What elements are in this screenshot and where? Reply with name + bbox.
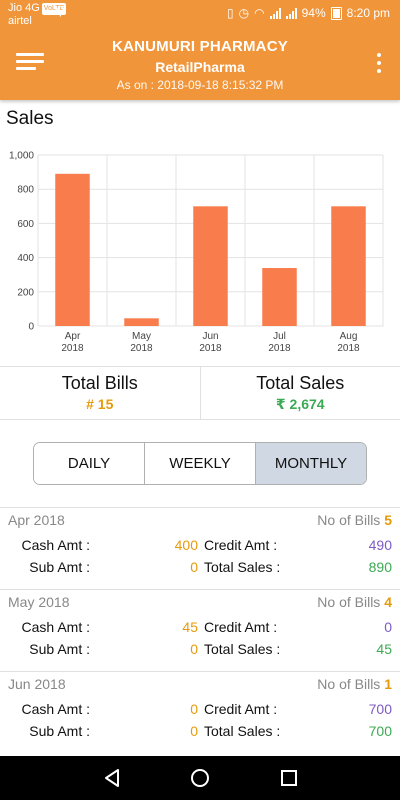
back-icon[interactable] — [100, 766, 124, 790]
cash-credit-row: Cash Amt : 400 Credit Amt : 490 — [0, 537, 400, 557]
total-sales-row-value: 890 — [368, 559, 392, 575]
section-title: Sales — [6, 108, 54, 129]
period-name: Apr 2018 — [8, 512, 65, 528]
menu-icon[interactable] — [16, 50, 44, 72]
signal-2-icon — [285, 7, 297, 19]
total-sales-label: Total Sales — [256, 373, 345, 393]
home-icon[interactable] — [188, 766, 212, 790]
sub-amt-label: Sub Amt : — [29, 641, 90, 657]
volte-badge: VoLTE — [41, 3, 67, 15]
tab-weekly[interactable]: WEEKLY — [144, 443, 255, 484]
x-tick-label: Aug — [340, 331, 358, 342]
carrier-2: airtel — [8, 15, 32, 27]
clock: 8:20 pm — [346, 6, 390, 20]
tab-daily[interactable]: DAILY — [34, 443, 144, 484]
battery-icon — [330, 6, 342, 20]
credit-amt-value: 490 — [368, 537, 392, 553]
total-sales-row-value: 45 — [376, 641, 392, 657]
as-on-timestamp: As on : 2018-09-18 8:15:32 PM — [116, 78, 284, 92]
bar[interactable] — [55, 173, 90, 326]
credit-amt-value: 0 — [384, 619, 392, 635]
bills-count: No of Bills 4 — [317, 594, 392, 610]
tab-monthly[interactable]: MONTHLY — [255, 443, 366, 484]
x-tick-label: May — [132, 331, 151, 342]
sub-amt-value: 0 — [190, 559, 198, 575]
credit-amt-label: Credit Amt : — [204, 537, 278, 553]
battery-percent: 94% — [301, 6, 326, 20]
period-tabs: DAILY WEEKLY MONTHLY — [33, 442, 367, 485]
total-bills-value: # 15 — [86, 396, 114, 412]
wifi-icon: ◠ — [254, 6, 265, 20]
cash-amt-label: Cash Amt : — [21, 537, 90, 553]
usb-icon: ⚲ — [56, 4, 65, 18]
cash-amt-value: 400 — [174, 537, 198, 553]
x-tick-label: 2018 — [268, 343, 291, 354]
credit-amt-label: Credit Amt : — [204, 619, 278, 635]
list-item[interactable]: Apr 2018 No of Bills 5 Cash Amt : 400 Cr… — [0, 507, 400, 589]
sub-amt-value: 0 — [190, 641, 198, 657]
y-tick-label: 600 — [17, 219, 34, 230]
credit-amt-value: 700 — [368, 701, 392, 717]
bar[interactable] — [124, 318, 159, 326]
cash-amt-label: Cash Amt : — [21, 619, 90, 635]
total-bills-card: Total Bills # 15 — [0, 367, 200, 419]
cash-credit-row: Cash Amt : 0 Credit Amt : 700 — [0, 701, 400, 721]
total-bills-label: Total Bills — [61, 373, 138, 393]
totals-summary: Total Bills # 15 Total Sales ₹ 2,674 — [0, 366, 400, 420]
total-sales-row-label: Total Sales : — [204, 641, 281, 657]
period-name: Jun 2018 — [8, 676, 66, 692]
carrier-info: Jio 4G VoLTE airtel — [8, 2, 67, 27]
total-sales-card: Total Sales ₹ 2,674 — [199, 367, 400, 419]
store-name: KANUMURI PHARMACY — [112, 38, 288, 55]
bills-count: No of Bills 5 — [317, 512, 392, 528]
sub-amt-label: Sub Amt : — [29, 723, 90, 739]
carrier-1: Jio 4G — [8, 2, 40, 14]
bar[interactable] — [193, 206, 228, 326]
signal-1-icon — [269, 7, 281, 19]
credit-amt-label: Credit Amt : — [204, 701, 278, 717]
x-tick-label: 2018 — [61, 343, 84, 354]
status-right: ▯ ◷ ◠ 94% 8:20 pm — [227, 6, 390, 20]
sub-total-row: Sub Amt : 0 Total Sales : 890 — [0, 559, 400, 579]
system-nav-bar — [0, 756, 400, 800]
status-bar: Jio 4G VoLTE airtel ⚲ ▯ ◷ ◠ 94% 8:20 pm — [0, 0, 400, 28]
bar[interactable] — [331, 206, 366, 326]
more-options-icon[interactable] — [376, 52, 382, 74]
list-item[interactable]: Jun 2018 No of Bills 1 Cash Amt : 0 Cred… — [0, 671, 400, 756]
vibrate-icon: ▯ — [227, 6, 234, 20]
x-tick-label: 2018 — [130, 343, 153, 354]
y-tick-label: 1,000 — [9, 151, 34, 162]
bills-count: No of Bills 1 — [317, 676, 392, 692]
total-sales-value: ₹ 2,674 — [275, 396, 325, 412]
cash-credit-row: Cash Amt : 45 Credit Amt : 0 — [0, 619, 400, 639]
x-tick-label: 2018 — [337, 343, 360, 354]
alarm-icon: ◷ — [238, 6, 250, 20]
app-title-block: KANUMURI PHARMACY RetailPharma As on : 2… — [60, 38, 340, 92]
recent-apps-icon[interactable] — [277, 766, 301, 790]
y-tick-label: 800 — [17, 185, 34, 196]
period-name: May 2018 — [8, 594, 70, 610]
list-item[interactable]: May 2018 No of Bills 4 Cash Amt : 45 Cre… — [0, 589, 400, 671]
app-bar: KANUMURI PHARMACY RetailPharma As on : 2… — [0, 28, 400, 100]
sub-amt-value: 0 — [190, 723, 198, 739]
total-sales-row-label: Total Sales : — [204, 559, 281, 575]
total-sales-row-label: Total Sales : — [204, 723, 281, 739]
cash-amt-value: 0 — [190, 701, 198, 717]
sub-total-row: Sub Amt : 0 Total Sales : 700 — [0, 723, 400, 743]
x-tick-label: Apr — [65, 331, 81, 342]
sub-total-row: Sub Amt : 0 Total Sales : 45 — [0, 641, 400, 661]
y-tick-label: 200 — [17, 287, 34, 298]
branch-name: RetailPharma — [155, 59, 245, 75]
sales-bar-chart: 02004006008001,000Apr2018May2018Jun2018J… — [9, 151, 384, 354]
cash-amt-value: 45 — [182, 619, 198, 635]
cash-amt-label: Cash Amt : — [21, 701, 90, 717]
x-tick-label: 2018 — [199, 343, 222, 354]
y-tick-label: 0 — [28, 322, 34, 333]
x-tick-label: Jul — [273, 331, 286, 342]
x-tick-label: Jun — [202, 331, 218, 342]
y-tick-label: 400 — [17, 253, 34, 264]
total-sales-row-value: 700 — [368, 723, 392, 739]
bar[interactable] — [262, 268, 297, 326]
sub-amt-label: Sub Amt : — [29, 559, 90, 575]
